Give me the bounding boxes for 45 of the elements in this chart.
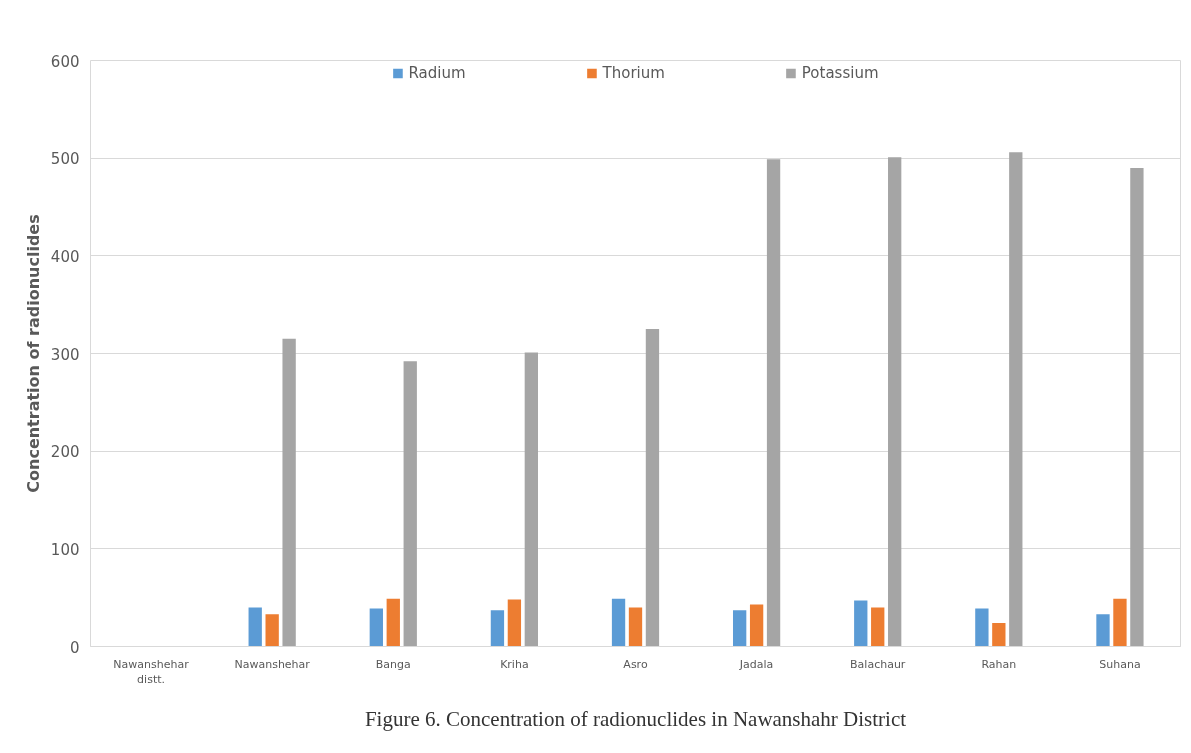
x-tick-label: Balachaur — [850, 657, 906, 671]
bar — [490, 610, 505, 647]
bar — [992, 623, 1006, 647]
bar — [282, 338, 296, 647]
bar — [871, 607, 885, 647]
legend-label: Radium — [408, 64, 466, 82]
x-tick-label: Suhana — [1099, 657, 1141, 671]
bar — [507, 599, 522, 647]
y-tick-label: 0 — [69, 638, 80, 657]
bar — [611, 598, 626, 647]
y-axis-title: Concentration of radionuclides — [23, 214, 43, 493]
bar — [1130, 167, 1144, 647]
y-tick-label: 300 — [50, 345, 80, 364]
x-tick-label: Nawanshehar distt. — [113, 657, 190, 687]
bar — [369, 608, 383, 647]
bar — [975, 608, 989, 647]
y-tick-label: 100 — [50, 540, 80, 559]
bar — [386, 598, 400, 647]
bar — [732, 610, 747, 647]
bar — [749, 604, 764, 647]
x-tick-label: Rahan — [981, 657, 1017, 671]
x-tick-label: Banga — [375, 657, 411, 671]
bar — [645, 329, 660, 647]
bar — [888, 157, 902, 647]
bar — [628, 607, 643, 647]
bar — [854, 600, 868, 647]
y-tick-label: 500 — [50, 150, 80, 169]
y-tick-label: 600 — [50, 52, 80, 71]
bar — [403, 361, 417, 647]
y-tick-label: 200 — [50, 443, 80, 462]
y-tick-label: 400 — [50, 247, 80, 266]
x-tick-label: Asro — [623, 657, 648, 671]
x-tick-label: Jadala — [738, 657, 774, 671]
x-tick-label: Kriha — [500, 657, 529, 671]
bar — [1096, 614, 1110, 647]
bar — [524, 352, 539, 647]
bar — [766, 159, 781, 647]
bar — [1009, 152, 1023, 647]
bar — [1113, 598, 1127, 647]
legend-label: Potassium — [801, 64, 879, 82]
caption: Figure 6. Concentration of radionuclides in Nawanshahr District — [364, 706, 907, 731]
legend-label: Thorium — [602, 64, 665, 82]
bar — [248, 607, 262, 647]
x-tick-label: Nawanshehar — [234, 657, 311, 671]
bar — [265, 614, 279, 647]
